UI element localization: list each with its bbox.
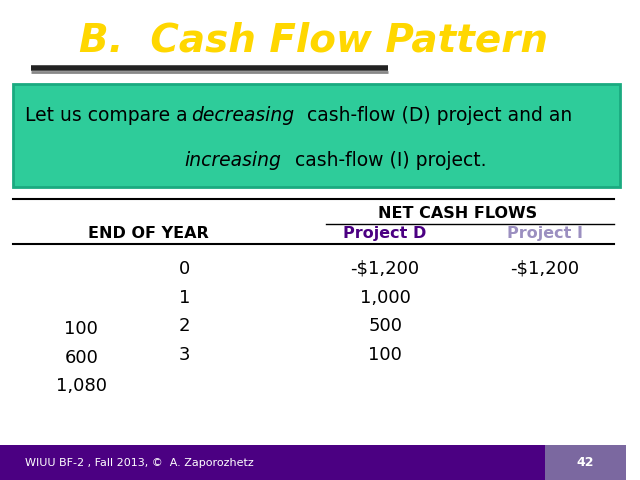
Text: increasing: increasing [185, 151, 282, 170]
Text: Let us compare a: Let us compare a [25, 106, 194, 125]
Text: 500: 500 [368, 317, 402, 336]
Text: cash-flow (D) project and an: cash-flow (D) project and an [301, 106, 572, 125]
FancyBboxPatch shape [0, 445, 626, 480]
Text: NET CASH FLOWS: NET CASH FLOWS [378, 206, 537, 221]
Text: Project D: Project D [344, 226, 427, 241]
Text: -$1,200: -$1,200 [510, 260, 579, 278]
Text: B.  Cash Flow Pattern: B. Cash Flow Pattern [79, 22, 548, 60]
Text: 1: 1 [179, 288, 191, 307]
Text: decreasing: decreasing [191, 106, 295, 125]
Text: WIUU BF-2 , Fall 2013, ©  A. Zaporozhetz: WIUU BF-2 , Fall 2013, © A. Zaporozhetz [25, 458, 254, 468]
Text: 0: 0 [179, 260, 190, 278]
Text: Project I: Project I [507, 226, 583, 241]
Text: END OF YEAR: END OF YEAR [88, 226, 209, 241]
Text: 1,080: 1,080 [56, 377, 107, 396]
Text: cash-flow (I) project.: cash-flow (I) project. [289, 151, 487, 170]
Text: 600: 600 [65, 348, 99, 367]
FancyBboxPatch shape [13, 84, 620, 187]
Text: -$1,200: -$1,200 [351, 260, 420, 278]
Text: 3: 3 [179, 346, 191, 364]
Text: 100: 100 [65, 320, 99, 338]
FancyBboxPatch shape [545, 445, 626, 480]
Text: 1,000: 1,000 [360, 288, 410, 307]
Text: 2: 2 [179, 317, 191, 336]
Text: 100: 100 [368, 346, 402, 364]
Text: 42: 42 [577, 456, 594, 469]
